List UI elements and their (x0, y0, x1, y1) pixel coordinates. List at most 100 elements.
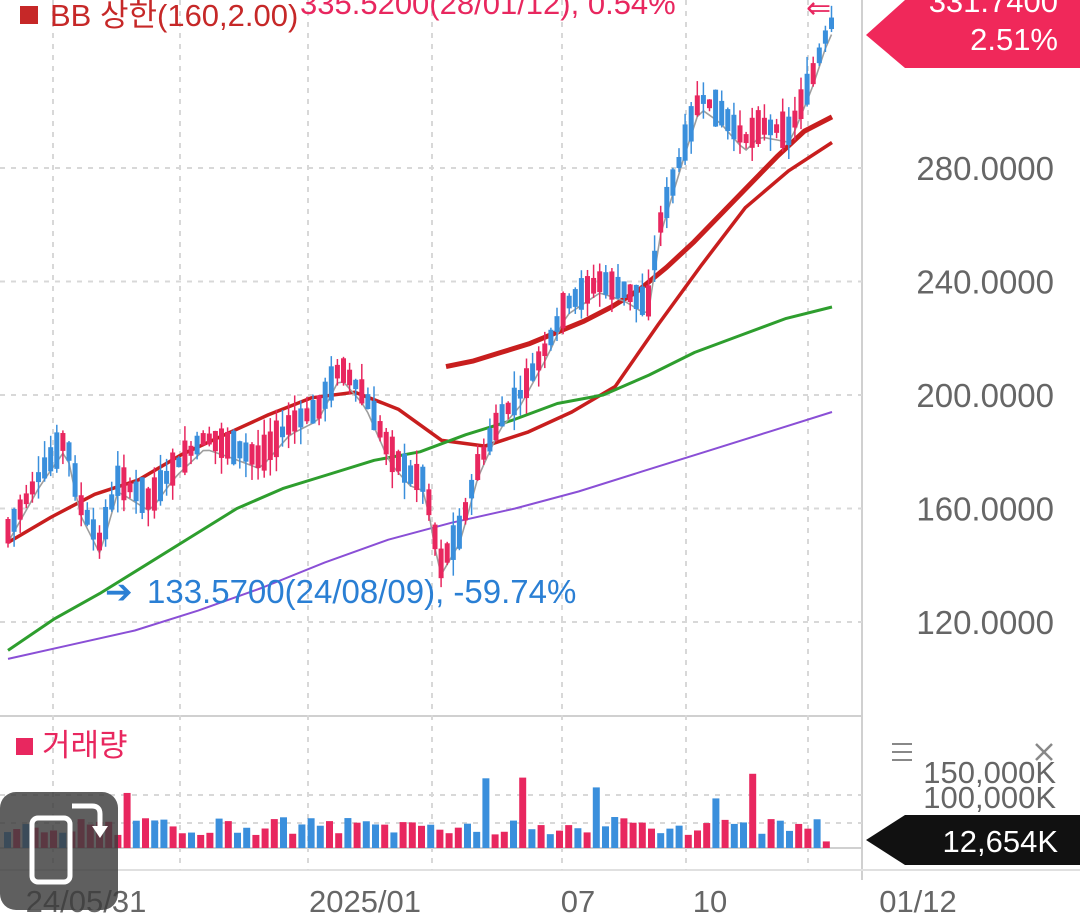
candle (347, 362, 353, 395)
candle (188, 441, 194, 465)
candle (304, 396, 310, 425)
volume-bar (740, 822, 747, 848)
legend-square (20, 6, 38, 24)
volume-bar (289, 833, 297, 848)
volume-bar (142, 818, 149, 848)
moving-average-lines (7, 34, 834, 660)
candle (151, 467, 157, 519)
candle (182, 426, 188, 476)
candle (627, 283, 633, 311)
volume-bar (160, 819, 168, 848)
series-line-1 (445, 114, 834, 370)
candle (170, 448, 176, 500)
volume-bar (657, 833, 665, 848)
candle (731, 102, 737, 152)
candle (438, 539, 444, 588)
candle (164, 458, 170, 496)
candle (487, 418, 493, 456)
candle (322, 377, 328, 422)
candle (469, 473, 475, 516)
volume-bar (675, 825, 683, 848)
y-tick-label: 240.0000 (916, 264, 1054, 301)
candle (615, 264, 621, 300)
volume-bar (583, 832, 591, 848)
volume-bar (510, 820, 517, 848)
volume-bar (500, 831, 508, 848)
candle (377, 415, 383, 442)
candle (176, 456, 182, 468)
candle (578, 270, 584, 319)
volume-bar (188, 832, 195, 848)
volume-bar (712, 798, 720, 848)
series-line-3 (7, 305, 833, 652)
volume-bar (224, 821, 232, 848)
volume-badge-value: 12,654K (943, 824, 1059, 859)
candle (676, 148, 682, 173)
candle (774, 118, 780, 139)
volume-bar (684, 834, 692, 848)
y-tick-label: 120.0000 (916, 604, 1054, 641)
candle (139, 477, 145, 520)
volume-legend: 거래량 (42, 728, 128, 763)
candle (621, 281, 627, 306)
volume-bar (813, 819, 821, 848)
candle (103, 499, 109, 547)
volume-bar (344, 818, 352, 848)
y-tick-label: 160.0000 (916, 491, 1054, 528)
volume-bar (316, 825, 324, 848)
candle (432, 522, 438, 556)
ma-short-line (7, 34, 833, 577)
candle (328, 356, 334, 408)
candle (597, 263, 603, 307)
candle (36, 456, 41, 499)
candle (78, 482, 84, 527)
volume-bar (592, 787, 600, 848)
candle (206, 426, 212, 447)
candle (237, 440, 243, 469)
close-icon[interactable] (1035, 743, 1053, 761)
screen-rotate-button[interactable] (0, 792, 118, 910)
candle (365, 387, 371, 410)
y-tick-label: 280.0000 (916, 150, 1054, 187)
candle (72, 455, 78, 501)
candle (286, 402, 292, 449)
volume-bar (694, 830, 701, 848)
candle (725, 107, 731, 140)
candle (603, 265, 609, 299)
hamburger-icon[interactable] (892, 743, 912, 761)
volume-bar (169, 826, 177, 848)
volume-bar (721, 819, 729, 848)
candle (505, 401, 511, 420)
candle (755, 106, 761, 147)
arrow-left-icon: ⇐ (806, 0, 831, 25)
volume-bar (390, 832, 398, 848)
candle (29, 471, 35, 503)
price-badge: 331.7400 2.51% (866, 0, 1080, 68)
candle (548, 327, 554, 351)
candle (48, 435, 54, 477)
candle (383, 427, 389, 466)
price-badge-change: 2.51% (970, 22, 1058, 57)
candle (292, 395, 298, 444)
volume-bar (528, 829, 536, 848)
volume-bar (565, 825, 573, 848)
candle (475, 444, 481, 481)
volume-tick-150k: 150,000K (923, 755, 1056, 790)
candle (84, 502, 90, 527)
candle (11, 507, 17, 547)
volume-bar (454, 827, 462, 848)
volume-bar (123, 792, 131, 848)
candle (402, 443, 407, 500)
candle (688, 102, 694, 154)
candle (761, 104, 767, 141)
volume-bar (749, 773, 757, 848)
volume-bar (399, 822, 407, 848)
candle (530, 352, 536, 382)
volume-bar (243, 827, 251, 848)
screen-rotate-icon (29, 803, 108, 885)
volume-bar (178, 833, 186, 848)
volume-bar (151, 820, 159, 848)
volume-bar (252, 834, 260, 848)
series-line-2 (7, 141, 833, 545)
